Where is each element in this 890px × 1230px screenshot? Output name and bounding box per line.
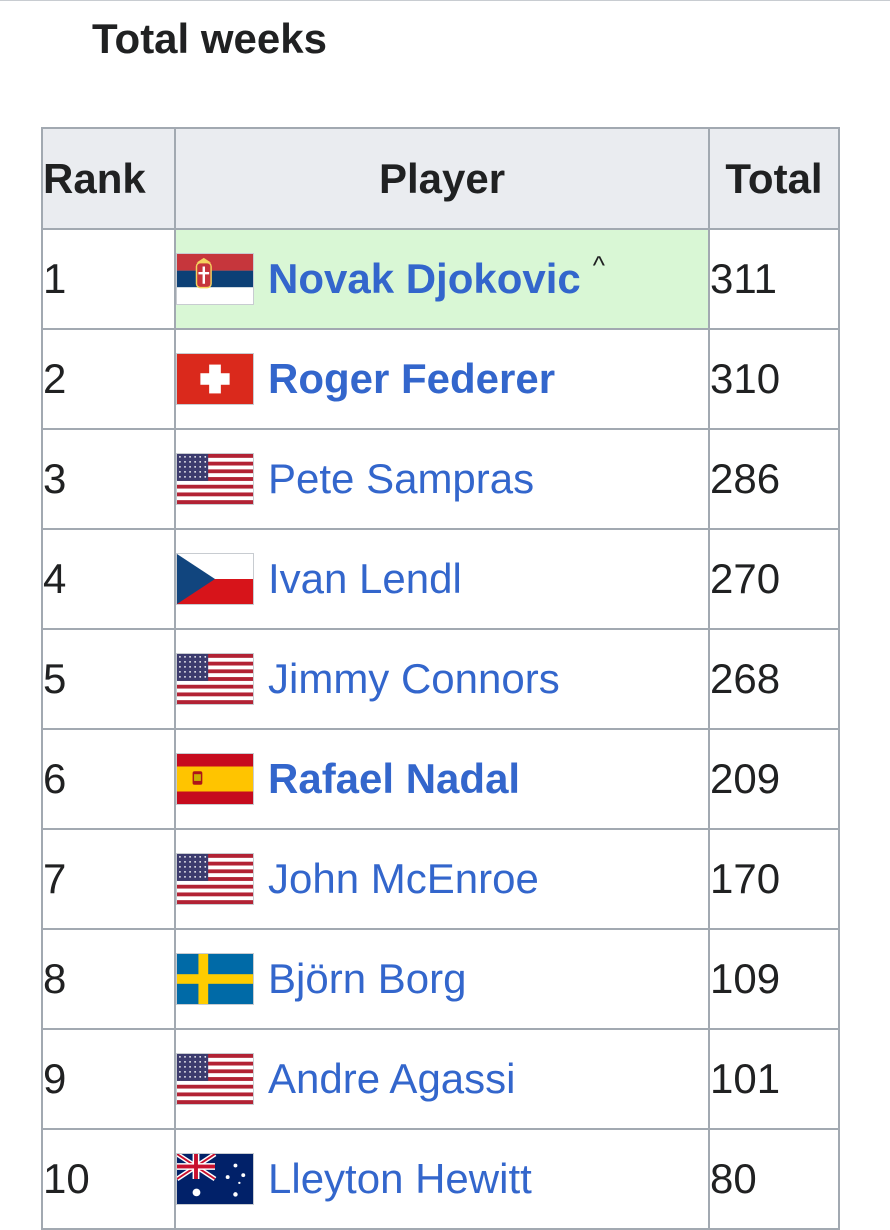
player-link[interactable]: John McEnroe: [268, 855, 539, 902]
rank-cell: 1: [41, 228, 176, 330]
player-link[interactable]: Andre Agassi: [268, 1055, 516, 1102]
total-cell: 209: [708, 728, 840, 830]
player-cell: Jimmy Connors: [174, 628, 710, 730]
rank-cell: 6: [41, 728, 176, 830]
table-row: 6 Rafael Nadal 209: [41, 728, 840, 830]
usa-flag-icon[interactable]: [176, 1053, 254, 1105]
total-cell: 170: [708, 828, 840, 930]
total-cell: 270: [708, 528, 840, 630]
usa-flag-icon[interactable]: [176, 653, 254, 705]
total-cell: 311: [708, 228, 840, 330]
total-cell: 109: [708, 928, 840, 1030]
column-header-rank[interactable]: Rank: [41, 127, 176, 230]
highlight-marker: ^: [592, 249, 605, 280]
total-cell: 80: [708, 1128, 840, 1230]
total-cell: 286: [708, 428, 840, 530]
usa-flag-icon[interactable]: [176, 853, 254, 905]
switzerland-flag-icon[interactable]: [176, 353, 254, 405]
table-row: 4 Ivan Lendl 270: [41, 528, 840, 630]
australia-flag-icon[interactable]: [176, 1153, 254, 1205]
total-cell: 268: [708, 628, 840, 730]
player-cell: Roger Federer: [174, 328, 710, 430]
player-cell: Novak Djokovic ^: [174, 228, 710, 330]
sweden-flag-icon[interactable]: [176, 953, 254, 1005]
column-header-player[interactable]: Player: [174, 127, 710, 230]
player-cell: John McEnroe: [174, 828, 710, 930]
rank-cell: 4: [41, 528, 176, 630]
table-row: 9 Andre Agassi 101: [41, 1028, 840, 1130]
table-row: 8 Björn Borg 109: [41, 928, 840, 1030]
table-row: 7 John McEnroe 170: [41, 828, 840, 930]
czech-flag-icon[interactable]: [176, 553, 254, 605]
total-cell: 101: [708, 1028, 840, 1130]
rank-cell: 5: [41, 628, 176, 730]
player-link[interactable]: Björn Borg: [268, 955, 467, 1002]
player-cell: Pete Sampras: [174, 428, 710, 530]
rank-cell: 10: [41, 1128, 176, 1230]
rank-cell: 8: [41, 928, 176, 1030]
player-cell: Björn Borg: [174, 928, 710, 1030]
total-cell: 310: [708, 328, 840, 430]
player-cell: Lleyton Hewitt: [174, 1128, 710, 1230]
player-link[interactable]: Roger Federer: [268, 355, 556, 402]
player-cell: Andre Agassi: [174, 1028, 710, 1130]
rank-cell: 9: [41, 1028, 176, 1130]
player-cell: Ivan Lendl: [174, 528, 710, 630]
column-header-total[interactable]: Total: [708, 127, 840, 230]
table-row: 2 Roger Federer 310: [41, 328, 840, 430]
weeks-at-number-one-table: Rank Player Total 1 Novak Djokovic ^ 311…: [41, 127, 840, 1230]
player-link[interactable]: Rafael Nadal: [268, 755, 521, 802]
player-link[interactable]: Pete Sampras: [268, 455, 535, 502]
table-row: 10 Lleyton Hewitt 80: [41, 1128, 840, 1230]
player-link[interactable]: Lleyton Hewitt: [268, 1155, 532, 1202]
player-link[interactable]: Novak Djokovic: [268, 255, 581, 302]
usa-flag-icon[interactable]: [176, 453, 254, 505]
section-heading: Total weeks: [92, 15, 327, 62]
player-link[interactable]: Jimmy Connors: [268, 655, 560, 702]
top-divider: [0, 0, 890, 1]
rank-cell: 3: [41, 428, 176, 530]
serbia-flag-icon[interactable]: [176, 253, 254, 305]
player-cell: Rafael Nadal: [174, 728, 710, 830]
table-row: 3 Pete Sampras 286: [41, 428, 840, 530]
table-row: 5 Jimmy Connors 268: [41, 628, 840, 730]
rank-cell: 7: [41, 828, 176, 930]
player-link[interactable]: Ivan Lendl: [268, 555, 462, 602]
spain-flag-icon[interactable]: [176, 753, 254, 805]
table-row: 1 Novak Djokovic ^ 311: [41, 228, 840, 330]
table-header-row: Rank Player Total: [41, 127, 840, 230]
rank-cell: 2: [41, 328, 176, 430]
